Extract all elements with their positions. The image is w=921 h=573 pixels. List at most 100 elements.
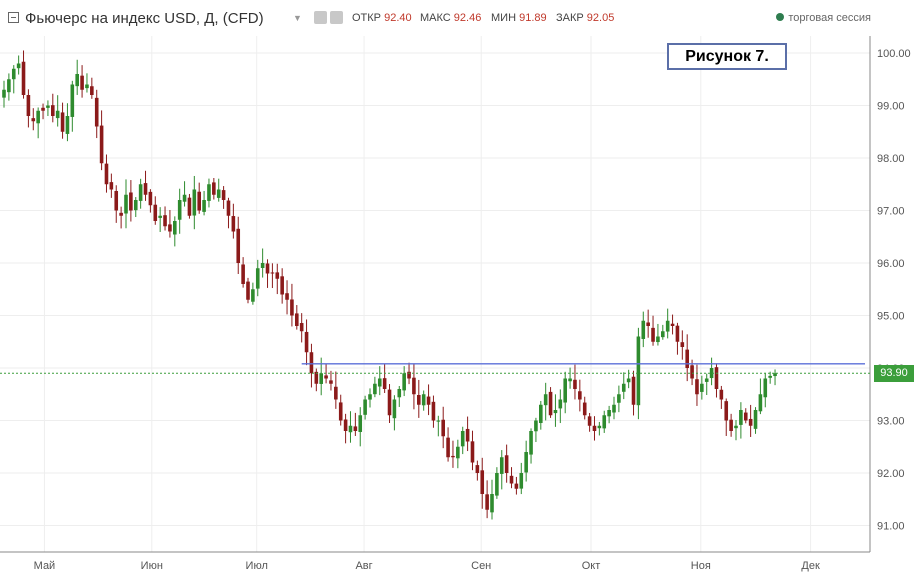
candle-body <box>719 389 724 400</box>
y-tick-label: 98.00 <box>877 153 905 165</box>
eye-icon[interactable] <box>314 11 327 24</box>
candle-body <box>202 200 206 212</box>
x-tick-label: Ноя <box>691 560 711 572</box>
candle-body <box>153 204 158 221</box>
candle-body <box>739 410 743 425</box>
candle-body <box>168 224 172 232</box>
candle-body <box>309 352 314 374</box>
candle-body <box>665 320 670 332</box>
candle-body <box>582 402 587 416</box>
candle-body <box>187 197 192 216</box>
candle-body <box>75 74 79 87</box>
candle-body <box>763 378 768 398</box>
candle-body <box>617 394 621 403</box>
candle-body <box>85 84 89 89</box>
candle-body <box>734 425 738 429</box>
candle-body <box>465 428 470 442</box>
candle-body <box>499 457 504 474</box>
candle-body <box>80 75 84 90</box>
candle-body <box>621 383 626 392</box>
candle-body <box>124 194 128 214</box>
candle-body <box>207 184 211 201</box>
candle-body <box>670 323 675 326</box>
candle-body <box>675 325 680 342</box>
candle-body <box>343 419 348 431</box>
ohlc-close: ЗАКР 92.05 <box>556 12 615 24</box>
candle-body <box>358 415 363 432</box>
y-tick-label: 93.00 <box>877 416 905 428</box>
candle-body <box>392 399 397 419</box>
candle-body <box>709 368 714 379</box>
candle-body <box>529 431 533 455</box>
candle-body <box>255 268 260 289</box>
y-tick-label: 96.00 <box>877 258 905 270</box>
candle-body <box>382 378 387 389</box>
candle-body <box>690 365 694 379</box>
y-tick-label: 100.00 <box>877 48 911 60</box>
candle-body <box>143 183 148 195</box>
candle-body <box>363 399 367 415</box>
candle-body <box>182 194 187 202</box>
candle-body <box>221 190 226 200</box>
candle-body <box>21 61 26 95</box>
x-tick-label: Июн <box>141 560 163 572</box>
candle-body <box>607 410 611 417</box>
candle-body <box>646 322 650 326</box>
candle-body <box>485 494 489 510</box>
candle-body <box>304 331 309 353</box>
candle-body <box>441 419 445 437</box>
candle-body <box>714 367 719 389</box>
candle-body <box>509 475 514 484</box>
candle-body <box>587 416 592 426</box>
chart-header: Фьючерс на индекс USD, Д, (CFD) ▼ ОТКР 9… <box>0 0 921 36</box>
candle-body <box>563 378 567 403</box>
candle-body <box>158 215 162 218</box>
candle-body <box>11 68 16 80</box>
candle-body <box>656 336 660 343</box>
candle-body <box>65 116 70 134</box>
candle-body <box>724 401 729 421</box>
candle-body <box>504 455 509 473</box>
y-tick-label: 95.00 <box>877 311 905 323</box>
candle-body <box>397 389 402 398</box>
candle-body <box>329 380 333 384</box>
chevron-down-icon[interactable]: ▼ <box>293 13 302 23</box>
candle-body <box>241 264 245 284</box>
last-price-label: 93.90 <box>874 365 914 383</box>
candle-body <box>470 441 475 463</box>
candle-body <box>246 281 250 300</box>
y-tick-label: 97.00 <box>877 206 905 218</box>
candle-body <box>456 446 460 459</box>
candle-body <box>7 79 11 93</box>
candle-body <box>173 221 177 235</box>
candle-body <box>338 402 343 421</box>
candle-body <box>534 420 538 432</box>
symbol-title[interactable]: Фьючерс на индекс USD, Д, (CFD) <box>25 10 264 27</box>
candle-body <box>99 125 104 164</box>
candle-body <box>661 331 665 338</box>
candle-body <box>138 184 143 201</box>
candle-body <box>212 182 216 195</box>
candle-body <box>773 373 777 377</box>
candle-body <box>753 410 758 429</box>
y-tick-label: 92.00 <box>877 468 905 480</box>
candle-body <box>41 107 45 111</box>
candle-body <box>177 200 182 220</box>
collapse-legend-icon[interactable] <box>8 12 19 23</box>
candle-body <box>231 216 236 232</box>
candle-body <box>685 349 689 368</box>
x-tick-label: Авг <box>355 560 372 572</box>
candle-body <box>602 415 607 429</box>
candle-body <box>295 313 299 326</box>
candle-body <box>426 396 431 405</box>
candle-body <box>314 371 319 384</box>
candle-body <box>631 376 636 405</box>
x-tick-label: Июл <box>246 560 268 572</box>
candle-body <box>319 373 323 384</box>
settings-icon[interactable] <box>330 11 343 24</box>
candle-body <box>431 401 436 421</box>
ohlc-low: МИН 91.89 <box>491 12 547 24</box>
candle-body <box>519 473 524 489</box>
candle-body <box>275 272 280 279</box>
